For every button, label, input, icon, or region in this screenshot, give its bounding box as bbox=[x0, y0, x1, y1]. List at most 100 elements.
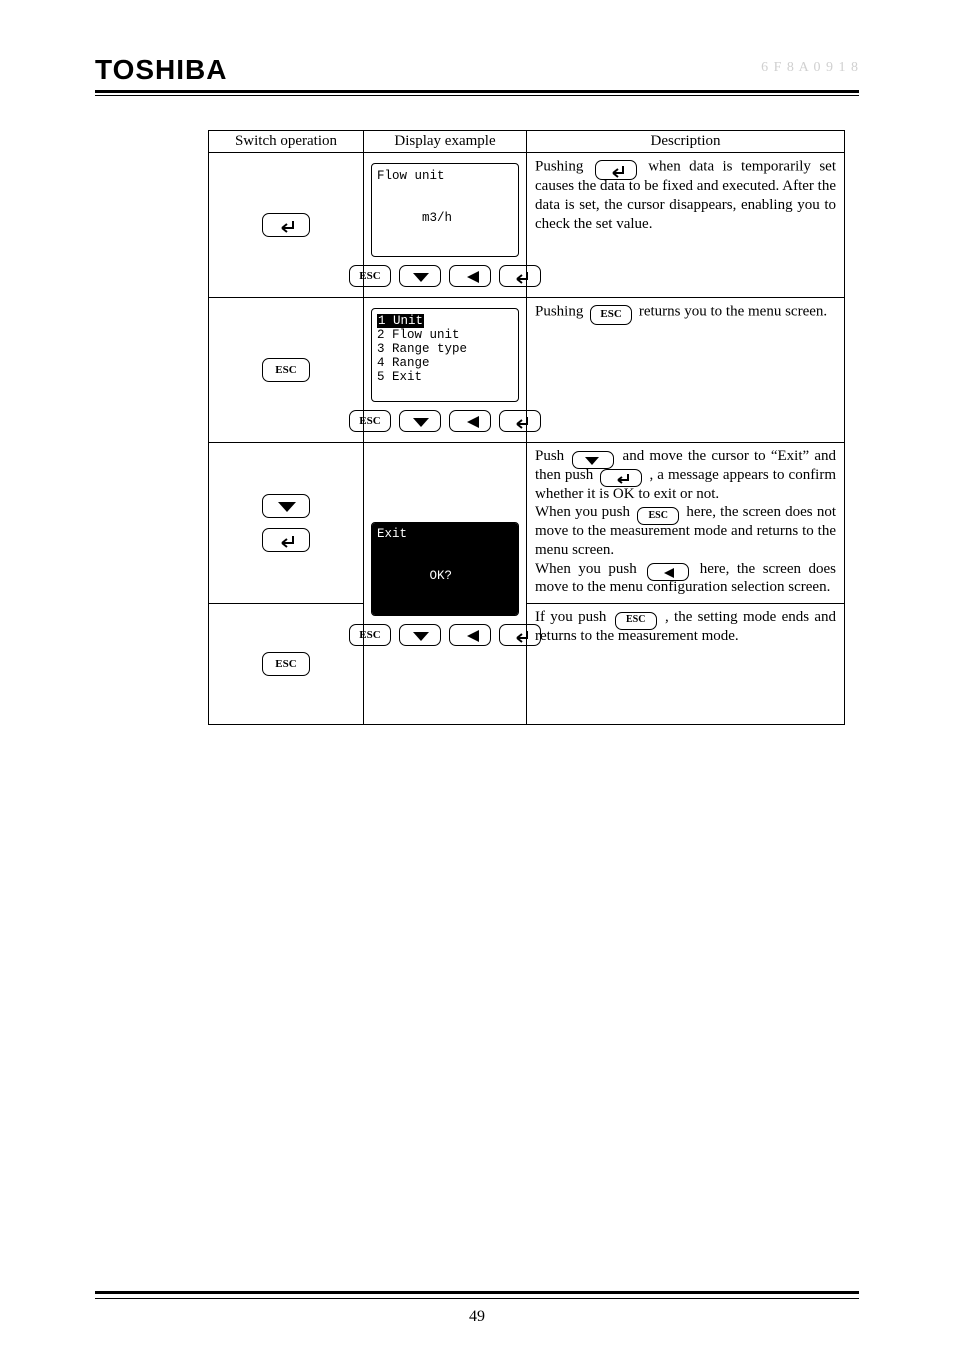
button-stack bbox=[209, 494, 363, 552]
enter-button bbox=[499, 265, 541, 287]
table-header-row: Switch operation Display example Descrip… bbox=[209, 131, 845, 153]
down-arrow-icon bbox=[400, 266, 442, 288]
lcd-screen: Exit OK? bbox=[371, 522, 519, 616]
esc-button: ESC bbox=[262, 358, 310, 382]
desc-text: When you push bbox=[535, 561, 637, 577]
description-cell: If you push ESC , the setting mode ends … bbox=[527, 604, 845, 725]
lcd-line-selected: 1 Unit bbox=[377, 314, 424, 328]
down-arrow-icon bbox=[263, 495, 311, 519]
esc-label: ESC bbox=[350, 625, 390, 645]
instruction-table: Switch operation Display example Descrip… bbox=[208, 130, 844, 725]
esc-label: ESC bbox=[263, 359, 309, 381]
esc-label: ESC bbox=[616, 613, 656, 629]
lcd-line: Exit bbox=[377, 527, 407, 541]
description-cell: Pushing when data is temporarily set cau… bbox=[527, 153, 845, 298]
down-button bbox=[262, 494, 310, 518]
down-button bbox=[399, 410, 441, 432]
nav-button-row: ESC bbox=[370, 624, 520, 646]
page: TOSHIBA 6 F 8 A 0 9 1 8 Switch operation… bbox=[0, 0, 954, 1350]
lcd-line: Flow unit bbox=[377, 169, 445, 183]
lcd-line: m3/h bbox=[422, 211, 452, 225]
col-switch: Switch operation bbox=[209, 131, 364, 153]
desc-text: If you push bbox=[535, 609, 606, 625]
left-arrow-icon bbox=[450, 625, 492, 647]
lcd-line: OK? bbox=[430, 569, 453, 583]
enter-icon bbox=[263, 529, 311, 553]
header-rule-thick bbox=[95, 90, 859, 93]
footer-rule-thin bbox=[95, 1298, 859, 1299]
switch-cell: ESC bbox=[209, 298, 364, 443]
switch-cell bbox=[209, 153, 364, 298]
enter-button bbox=[499, 624, 541, 646]
enter-icon bbox=[500, 411, 542, 433]
left-button bbox=[449, 265, 491, 287]
enter-icon bbox=[596, 161, 638, 181]
esc-label: ESC bbox=[350, 266, 390, 286]
enter-button bbox=[600, 469, 642, 487]
down-button bbox=[399, 624, 441, 646]
left-button bbox=[449, 624, 491, 646]
esc-button: ESC bbox=[615, 612, 657, 630]
header-code: 6 F 8 A 0 9 1 8 bbox=[761, 60, 859, 76]
enter-button bbox=[499, 410, 541, 432]
lcd-line: 4 Range bbox=[377, 356, 430, 370]
left-arrow-icon bbox=[450, 411, 492, 433]
enter-button bbox=[595, 160, 637, 180]
footer-rule-thick bbox=[95, 1291, 859, 1294]
desc-text: When you push bbox=[535, 504, 630, 520]
lcd-line: 2 Flow unit bbox=[377, 328, 460, 342]
esc-button: ESC bbox=[349, 410, 391, 432]
table-row: Flow unit m3/h ESC Pushing when da bbox=[209, 153, 845, 298]
esc-button: ESC bbox=[262, 652, 310, 676]
description-cell: Pushing ESC returns you to the menu scre… bbox=[527, 298, 845, 443]
lcd-line: 5 Exit bbox=[377, 370, 422, 384]
left-arrow-icon bbox=[648, 564, 686, 582]
switch-cell bbox=[209, 443, 364, 604]
lcd-line: 3 Range type bbox=[377, 342, 467, 356]
header-rule-thin bbox=[95, 95, 859, 96]
down-arrow-icon bbox=[400, 625, 442, 647]
down-button bbox=[399, 265, 441, 287]
brand-logo: TOSHIBA bbox=[95, 54, 228, 86]
left-button bbox=[449, 410, 491, 432]
esc-button: ESC bbox=[349, 265, 391, 287]
switch-cell: ESC bbox=[209, 604, 364, 725]
table-row: ESC If you push ESC , the setting mode e… bbox=[209, 604, 845, 725]
enter-icon bbox=[601, 470, 643, 488]
down-arrow-icon bbox=[400, 411, 442, 433]
esc-button: ESC bbox=[590, 305, 632, 325]
desc-text: returns you to the menu screen. bbox=[639, 303, 827, 319]
enter-icon bbox=[500, 266, 542, 288]
esc-label: ESC bbox=[591, 306, 631, 324]
left-arrow-icon bbox=[450, 266, 492, 288]
exit-word: Exit bbox=[778, 448, 803, 464]
description-cell: Push and move the cursor to “Exit” and t… bbox=[527, 443, 845, 604]
table-row: ESC 1 Unit 2 Flow unit 3 Range type 4 Ra… bbox=[209, 298, 845, 443]
desc-text: Pushing bbox=[535, 158, 583, 174]
nav-button-row: ESC bbox=[370, 410, 520, 432]
down-button bbox=[572, 451, 614, 469]
col-display: Display example bbox=[364, 131, 527, 153]
table-row: Exit OK? ESC Push and move the cu bbox=[209, 443, 845, 604]
page-number: 49 bbox=[0, 1308, 954, 1326]
left-button bbox=[647, 563, 689, 581]
display-cell: Flow unit m3/h ESC bbox=[364, 153, 527, 298]
enter-icon bbox=[500, 625, 542, 647]
esc-label: ESC bbox=[350, 411, 390, 431]
desc-text: Pushing bbox=[535, 303, 583, 319]
esc-button: ESC bbox=[637, 507, 679, 525]
col-description: Description bbox=[527, 131, 845, 153]
enter-icon bbox=[263, 214, 311, 238]
lcd-screen: 1 Unit 2 Flow unit 3 Range type 4 Range … bbox=[371, 308, 519, 402]
lcd-screen: Flow unit m3/h bbox=[371, 163, 519, 257]
desc-text: to exit or not. bbox=[638, 486, 719, 502]
display-cell: Exit OK? ESC bbox=[364, 443, 527, 725]
esc-label: ESC bbox=[638, 508, 678, 524]
enter-button bbox=[262, 528, 310, 552]
enter-button bbox=[262, 213, 310, 237]
nav-button-row: ESC bbox=[370, 265, 520, 287]
desc-text: and move the cursor to “ bbox=[623, 448, 778, 464]
desc-text: Push bbox=[535, 448, 564, 464]
esc-button: ESC bbox=[349, 624, 391, 646]
down-arrow-icon bbox=[573, 452, 611, 470]
